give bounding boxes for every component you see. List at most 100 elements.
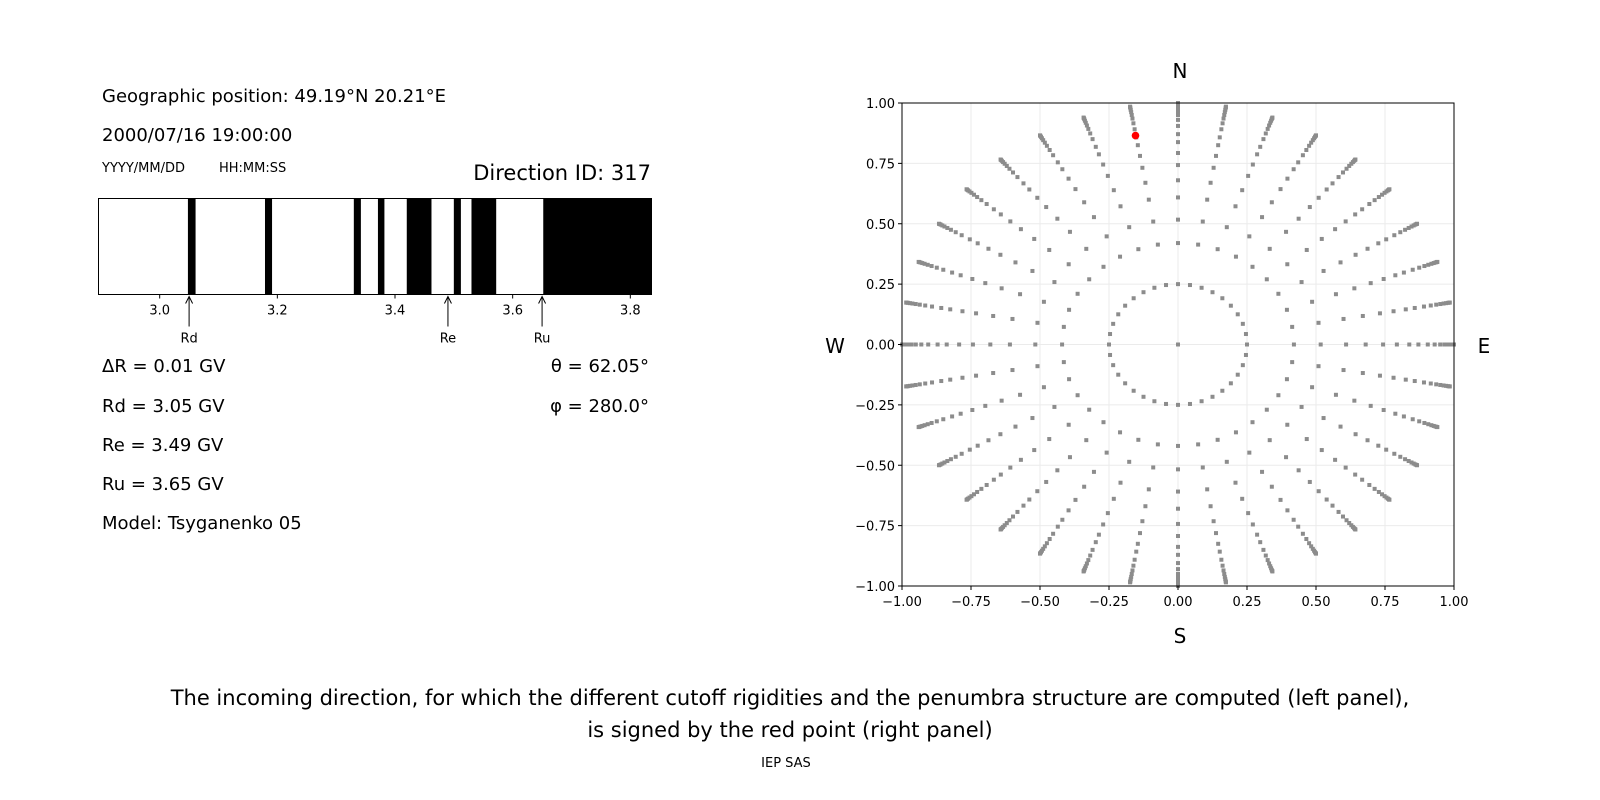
grid-point bbox=[1101, 420, 1106, 425]
grid-point bbox=[1367, 482, 1372, 487]
grid-point bbox=[1066, 422, 1071, 427]
grid-point bbox=[1015, 509, 1020, 514]
grid-point bbox=[1101, 522, 1106, 527]
grid-point bbox=[1131, 563, 1136, 568]
grid-point bbox=[1324, 187, 1329, 192]
grid-point bbox=[1027, 187, 1032, 192]
grid-point bbox=[970, 408, 975, 413]
grid-point bbox=[1088, 553, 1093, 558]
grid-point bbox=[913, 342, 918, 347]
grid-point bbox=[1015, 175, 1020, 180]
grid-point bbox=[967, 237, 972, 242]
grid-point bbox=[1093, 144, 1098, 149]
marker-label-ru: Ru bbox=[534, 332, 551, 347]
x-tick-label: 1.00 bbox=[1440, 595, 1469, 610]
grid-point bbox=[935, 342, 940, 347]
y-tick-label: 0.00 bbox=[866, 339, 895, 354]
grid-point bbox=[929, 264, 934, 269]
grid-point bbox=[1284, 307, 1289, 312]
grid-point bbox=[1422, 420, 1427, 425]
grid-point bbox=[1270, 115, 1275, 120]
grid-point bbox=[1176, 567, 1180, 572]
grid-point bbox=[1130, 116, 1135, 121]
grid-point bbox=[1084, 438, 1089, 443]
grid-point bbox=[1217, 135, 1222, 140]
x-tick-label: −0.25 bbox=[1089, 595, 1129, 610]
grid-point bbox=[1235, 372, 1240, 377]
grid-point bbox=[1434, 382, 1439, 387]
grid-point bbox=[1176, 123, 1180, 128]
grid-point bbox=[1093, 540, 1098, 545]
grid-point bbox=[967, 447, 972, 452]
marker-label-rd: Rd bbox=[180, 332, 197, 347]
grid-point bbox=[1035, 195, 1040, 200]
grid-point bbox=[1347, 521, 1352, 526]
grid-point bbox=[1141, 394, 1146, 399]
grid-point bbox=[1152, 285, 1157, 290]
grid-point bbox=[1066, 508, 1071, 513]
grid-point bbox=[1038, 551, 1042, 556]
grid-point bbox=[1055, 216, 1060, 221]
grid-point bbox=[1426, 422, 1431, 427]
grid-point bbox=[1314, 551, 1318, 556]
grid-point bbox=[1392, 233, 1397, 238]
grid-point bbox=[1316, 320, 1321, 325]
grid-point bbox=[1090, 547, 1095, 552]
grid-point bbox=[1007, 166, 1012, 171]
grid-point bbox=[1235, 312, 1240, 317]
grid-point bbox=[1033, 342, 1038, 347]
grid-point bbox=[975, 195, 980, 200]
grid-point bbox=[1403, 227, 1408, 232]
grid-point bbox=[1118, 430, 1123, 435]
grid-point bbox=[925, 262, 930, 267]
grid-point bbox=[1245, 342, 1249, 347]
grid-point bbox=[1284, 455, 1289, 460]
grid-point bbox=[1129, 112, 1134, 117]
grid-point bbox=[1011, 514, 1016, 519]
credit: IEP SAS bbox=[761, 756, 811, 771]
grid-point bbox=[1018, 292, 1023, 297]
grid-point bbox=[1409, 224, 1414, 229]
grid-point bbox=[1415, 463, 1420, 468]
compass-east: E bbox=[1478, 334, 1491, 358]
rd-value: Rd = 3.05 GV bbox=[102, 396, 225, 417]
grid-point bbox=[1075, 291, 1080, 296]
grid-point bbox=[926, 342, 931, 347]
grid-point bbox=[1344, 342, 1349, 347]
grid-point bbox=[1013, 424, 1018, 429]
grid-point bbox=[964, 497, 969, 502]
grid-point bbox=[1264, 407, 1269, 412]
grid-point bbox=[1250, 420, 1255, 425]
grid-point bbox=[1330, 503, 1335, 508]
grid-point bbox=[1104, 450, 1109, 455]
grid-point bbox=[1199, 399, 1204, 404]
grid-point bbox=[1417, 265, 1422, 270]
grid-point bbox=[1222, 574, 1227, 579]
grid-point bbox=[1233, 480, 1238, 485]
grid-point bbox=[1116, 372, 1121, 377]
grid-point bbox=[1381, 408, 1386, 413]
grid-point bbox=[1360, 371, 1365, 376]
grid-point bbox=[1176, 117, 1180, 122]
delta-r-value: ΔR = 0.01 GV bbox=[102, 356, 226, 377]
grid-point bbox=[1164, 283, 1169, 288]
grid-point bbox=[1129, 110, 1134, 115]
grid-point bbox=[1228, 381, 1233, 386]
grid-point bbox=[1340, 170, 1345, 175]
grid-point bbox=[1391, 375, 1396, 380]
grid-point bbox=[1304, 247, 1309, 252]
grid-point bbox=[1428, 303, 1433, 308]
grid-point bbox=[1365, 246, 1370, 251]
grid-point bbox=[1061, 360, 1066, 365]
grid-point bbox=[986, 246, 991, 251]
grid-point bbox=[1052, 280, 1057, 285]
geographic-position: Geographic position: 49.19°N 20.21°E bbox=[102, 86, 447, 107]
grid-point bbox=[1060, 167, 1065, 172]
grid-point bbox=[958, 273, 963, 278]
grid-point bbox=[1340, 514, 1345, 519]
grid-point bbox=[1101, 162, 1106, 167]
grid-point bbox=[1131, 388, 1136, 393]
grid-point bbox=[1426, 262, 1431, 267]
grid-point bbox=[1211, 519, 1216, 524]
grid-point bbox=[1403, 377, 1408, 382]
